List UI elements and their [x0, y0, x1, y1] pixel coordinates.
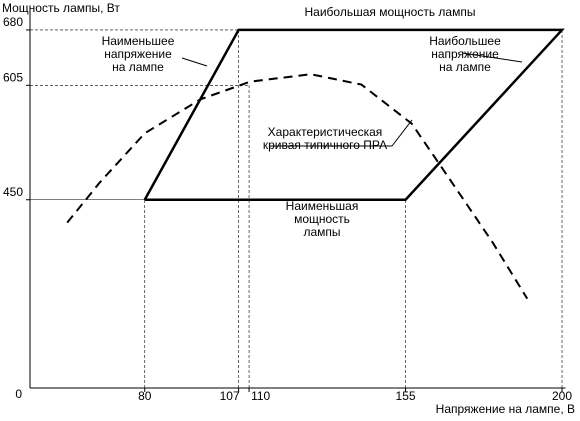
- x-tick-label: 107: [220, 389, 240, 403]
- annotation: напряжение: [431, 47, 499, 61]
- x-tick-label: 200: [552, 389, 572, 403]
- annotation: лампы: [303, 225, 340, 239]
- x-tick-label: 80: [138, 389, 152, 403]
- origin-label: 0: [15, 387, 22, 401]
- y-tick-label: 680: [3, 15, 23, 29]
- leader: [181, 57, 208, 67]
- annotation: мощность: [294, 212, 350, 226]
- leader: [461, 52, 523, 63]
- annotation: напряжение: [104, 47, 172, 61]
- annotation: Наибольшая мощность лампы: [305, 5, 476, 19]
- annotation: Наибольшее: [429, 34, 501, 48]
- annotation: на лампе: [112, 60, 164, 74]
- x-tick-label: 110: [251, 389, 270, 403]
- y-tick-label: 450: [3, 185, 23, 199]
- y-axis-label: Мощность лампы, Вт: [2, 1, 120, 15]
- annotation: Наименьшее: [102, 34, 175, 48]
- x-tick-label: 155: [396, 389, 416, 403]
- annotation: Характеристическая: [268, 125, 383, 139]
- annotation: кривая типичного ПРА: [263, 138, 387, 152]
- leader-lines: [181, 52, 523, 147]
- leader: [391, 119, 413, 147]
- annotation: Наименьшая: [286, 199, 359, 213]
- series-line: [66, 73, 529, 300]
- series-line: [143, 28, 565, 201]
- annotation: на лампе: [439, 60, 491, 74]
- y-tick-label: 605: [3, 70, 23, 84]
- x-axis-label: Напряжение на лампе, В: [436, 402, 575, 416]
